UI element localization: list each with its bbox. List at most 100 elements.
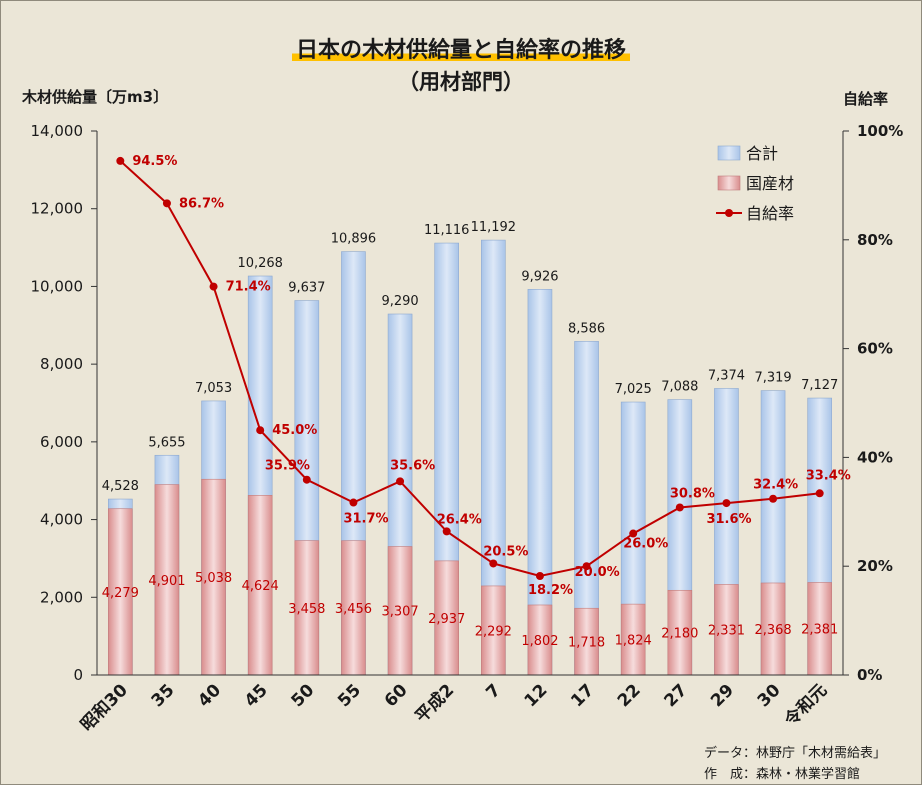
rate-point: [535, 571, 544, 580]
domestic-value-label: 1,718: [568, 636, 605, 651]
x-category-label: 17: [567, 680, 598, 711]
domestic-value-label: 2,937: [428, 612, 465, 627]
x-category-label: 令和元: [780, 680, 831, 731]
total-value-label: 9,637: [288, 281, 325, 296]
rate-value-label: 26.0%: [623, 537, 668, 552]
y-left-tick-label: 10,000: [31, 277, 84, 295]
total-value-label: 7,374: [708, 368, 745, 383]
domestic-value-label: 4,901: [148, 574, 185, 589]
y-left-tick-label: 6,000: [40, 433, 83, 451]
y-right-tick-label: 80%: [857, 231, 893, 249]
rate-value-label: 32.4%: [753, 478, 798, 493]
bar-domestic: [201, 478, 226, 676]
rate-value-label: 94.5%: [132, 154, 177, 169]
domestic-value-label: 2,368: [754, 623, 791, 638]
bar-domestic: [387, 546, 413, 676]
total-value-label: 7,319: [754, 371, 791, 386]
total-value-label: 7,025: [615, 382, 652, 397]
rate-value-label: 30.8%: [670, 486, 715, 501]
rate-point: [815, 489, 824, 498]
total-value-label: 7,127: [801, 378, 838, 393]
rate-value-label: 31.7%: [343, 512, 388, 527]
rate-point: [162, 199, 171, 208]
rate-value-label: 33.4%: [806, 468, 851, 483]
legend-swatch-domestic: [717, 175, 741, 191]
total-value-label: 7,053: [195, 381, 232, 396]
domestic-value-label: 4,624: [242, 579, 279, 594]
self-sufficiency-line: [116, 156, 824, 580]
y-right-tick-label: 100%: [857, 122, 903, 140]
rate-value-label: 35.6%: [390, 458, 435, 473]
y-right-tick-label: 20%: [857, 557, 893, 575]
total-value-label: 8,586: [568, 321, 605, 336]
total-value-label: 11,116: [424, 223, 470, 238]
y-left-tick-label: 0: [73, 666, 83, 684]
bar-domestic: [760, 582, 786, 676]
total-value-label: 9,290: [381, 294, 418, 309]
bar-domestic: [294, 540, 320, 676]
domestic-value-label: 2,331: [708, 624, 745, 639]
x-category-label: 27: [660, 680, 691, 711]
domestic-value-label: 5,038: [195, 571, 232, 586]
rate-value-label: 20.0%: [575, 565, 620, 580]
rate-point: [769, 494, 778, 503]
legend-label-total: 合計: [746, 144, 778, 163]
rate-point: [442, 527, 451, 536]
bar-domestic: [807, 582, 832, 676]
bar-domestic: [620, 603, 646, 676]
total-value-label: 4,528: [102, 479, 139, 494]
chart-subtitle: （用材部門）: [398, 70, 524, 94]
rate-point: [396, 477, 405, 486]
rate-value-label: 18.2%: [528, 583, 573, 598]
x-category-label: 30: [754, 680, 785, 711]
bar-domestic: [434, 560, 459, 676]
y-axis-right-title: 自給率: [843, 90, 889, 108]
rate-point: [489, 559, 498, 568]
domestic-value-label: 3,307: [381, 605, 418, 620]
source-note: データ：林野庁「木材需給表」: [704, 746, 887, 761]
x-category-label: 40: [194, 680, 225, 711]
legend-swatch-total: [717, 145, 741, 161]
chart-title-text: 日本の木材供給量と自給率の推移: [291, 38, 630, 63]
bar-domestic: [341, 540, 366, 676]
bar-domestic: [247, 495, 273, 676]
rate-point: [302, 475, 311, 484]
domestic-value-label: 1,802: [521, 634, 558, 649]
x-category-label: 35: [148, 680, 179, 711]
x-category-label: 55: [334, 680, 365, 711]
rate-point: [256, 426, 265, 435]
bar-domestic: [481, 585, 506, 676]
rate-value-label: 86.7%: [179, 196, 224, 211]
y-left-tick-label: 12,000: [31, 200, 84, 218]
bars: [108, 239, 832, 676]
y-left-tick-label: 4,000: [40, 511, 83, 529]
bar-domestic: [154, 484, 180, 676]
x-category-label: 7: [482, 680, 505, 703]
x-category-label: 12: [521, 680, 552, 711]
legend-label-rate: 自給率: [746, 204, 794, 223]
x-category-label: 29: [707, 680, 738, 711]
total-value-label: 7,088: [661, 380, 698, 395]
x-category-label: 22: [614, 680, 645, 711]
rate-point: [116, 156, 125, 165]
y-left-tick-label: 8,000: [40, 355, 83, 373]
rate-value-label: 31.6%: [706, 512, 751, 527]
chart-title: 日本の木材供給量と自給率の推移: [0, 32, 922, 64]
rate-line: [119, 160, 820, 578]
domestic-value-label: 3,458: [288, 602, 325, 617]
x-category-label: 45: [241, 680, 272, 711]
rate-point: [722, 499, 731, 508]
total-value-label: 11,192: [471, 220, 517, 235]
y-right-tick-label: 0%: [857, 666, 882, 684]
y-left-tick-label: 14,000: [31, 122, 84, 140]
legend-label-domestic: 国産材: [746, 174, 794, 193]
legend-swatch-rate-dot: [725, 209, 733, 217]
y-right-tick-label: 40%: [857, 448, 893, 466]
y-axis-left-title: 木材供給量〔万m3〕: [22, 88, 169, 106]
total-value-label: 10,268: [237, 256, 283, 271]
author-note: 作 成：森林・林業学習館: [704, 767, 861, 782]
x-category-label: 平成2: [411, 680, 458, 727]
domestic-value-label: 4,279: [102, 586, 139, 601]
